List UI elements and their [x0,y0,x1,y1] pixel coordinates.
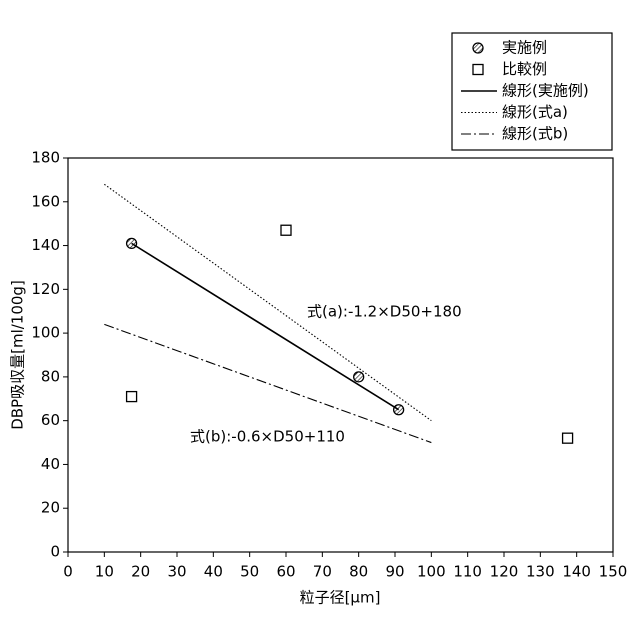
y-axis-label: DBP吸収量[ml/100g] [9,280,27,430]
x-tick-label: 130 [526,563,555,581]
y-tick-label: 80 [41,367,60,385]
x-tick-label: 140 [562,563,591,581]
x-tick-label: 60 [276,563,295,581]
trend-line [132,243,399,409]
x-tick-label: 150 [599,563,628,581]
trend-line [104,324,431,442]
x-tick-label: 40 [204,563,223,581]
x-tick-label: 70 [313,563,332,581]
x-axis-label: 粒子径[μm] [300,589,381,607]
y-tick-label: 140 [31,236,60,254]
legend-label: 線形(実施例) [502,82,589,100]
x-tick-label: 0 [63,563,73,581]
point [354,372,364,382]
chart: 粒子径[μm] DBP吸収量[ml/100g] 0 10 20 30 40 50 60 70 8… [0,0,640,640]
legend-label: 比較例 [502,60,547,78]
x-tick-label: 80 [349,563,368,581]
legend-label: 線形(式a) [502,103,568,121]
x-tick-label: 20 [131,563,150,581]
x-tick-label: 30 [167,563,186,581]
point [563,433,573,443]
y-tick-label: 60 [41,411,60,429]
point [127,392,137,402]
x-tick-label: 110 [453,563,482,581]
annotation: 式(b):-0.6×D50+110 [190,428,345,446]
point [394,405,404,415]
x-tick-label: 50 [240,563,259,581]
legend-label: 線形(式b) [502,125,568,143]
annotation: 式(a):-1.2×D50+180 [307,303,462,321]
x-tick-label: 90 [385,563,404,581]
y-tick-label: 100 [31,324,60,342]
x-tick-label: 100 [417,563,446,581]
y-tick-label: 20 [41,499,60,517]
x-tick-label: 120 [490,563,519,581]
point [127,238,137,248]
legend-marker [473,65,483,75]
y-tick-label: 0 [50,543,60,561]
legend-label: 実施例 [502,39,547,57]
y-tick-label: 180 [31,149,60,167]
point [281,225,291,235]
y-tick-label: 120 [31,280,60,298]
y-tick-label: 160 [31,192,60,210]
y-tick-label: 40 [41,455,60,473]
legend-marker [473,43,483,53]
x-tick-label: 10 [95,563,114,581]
